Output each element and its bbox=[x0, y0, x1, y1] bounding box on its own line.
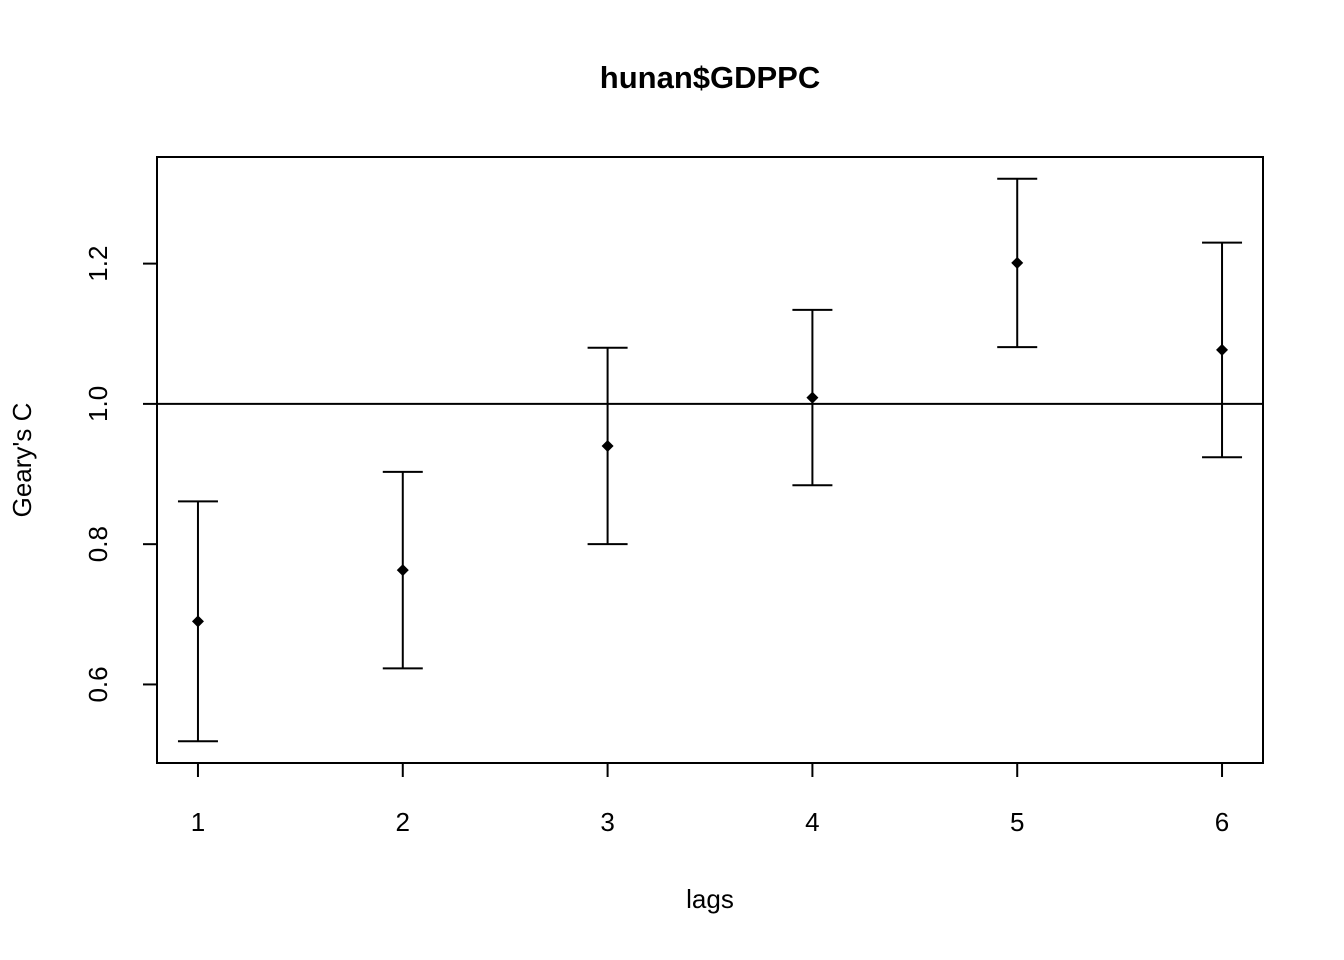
point bbox=[1011, 256, 1024, 269]
plot-frame bbox=[156, 156, 1264, 764]
point bbox=[806, 391, 819, 404]
point bbox=[1216, 343, 1229, 356]
y-tick-label: 1.0 bbox=[83, 386, 113, 422]
point bbox=[396, 564, 409, 577]
y-axis-label: Geary's C bbox=[7, 403, 37, 518]
x-tick-label: 3 bbox=[600, 807, 614, 837]
x-tick-label: 4 bbox=[805, 807, 819, 837]
x-tick-label: 5 bbox=[1010, 807, 1024, 837]
y-tick-label: 0.6 bbox=[83, 666, 113, 702]
x-tick-label: 6 bbox=[1215, 807, 1229, 837]
point bbox=[601, 439, 614, 452]
y-tick-label: 1.2 bbox=[83, 246, 113, 282]
chart-title: hunan$GDPPC bbox=[600, 60, 820, 95]
point bbox=[191, 615, 204, 628]
x-axis-label: lags bbox=[686, 884, 734, 914]
y-tick-label: 0.8 bbox=[83, 526, 113, 562]
x-tick-label: 2 bbox=[396, 807, 410, 837]
x-tick-label: 1 bbox=[191, 807, 205, 837]
